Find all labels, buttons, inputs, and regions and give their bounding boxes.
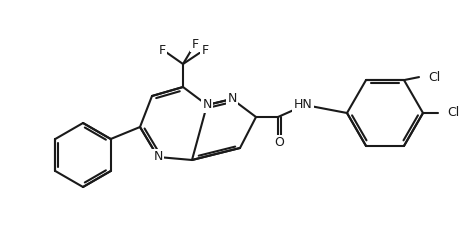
Text: N: N — [153, 150, 163, 164]
Text: F: F — [202, 44, 209, 56]
Text: N: N — [227, 92, 237, 106]
Text: F: F — [158, 44, 165, 56]
Text: O: O — [274, 136, 284, 150]
Text: N: N — [202, 99, 212, 111]
Text: HN: HN — [294, 98, 313, 110]
Text: F: F — [191, 37, 198, 51]
Text: Cl: Cl — [428, 71, 440, 84]
Text: Cl: Cl — [447, 106, 459, 120]
